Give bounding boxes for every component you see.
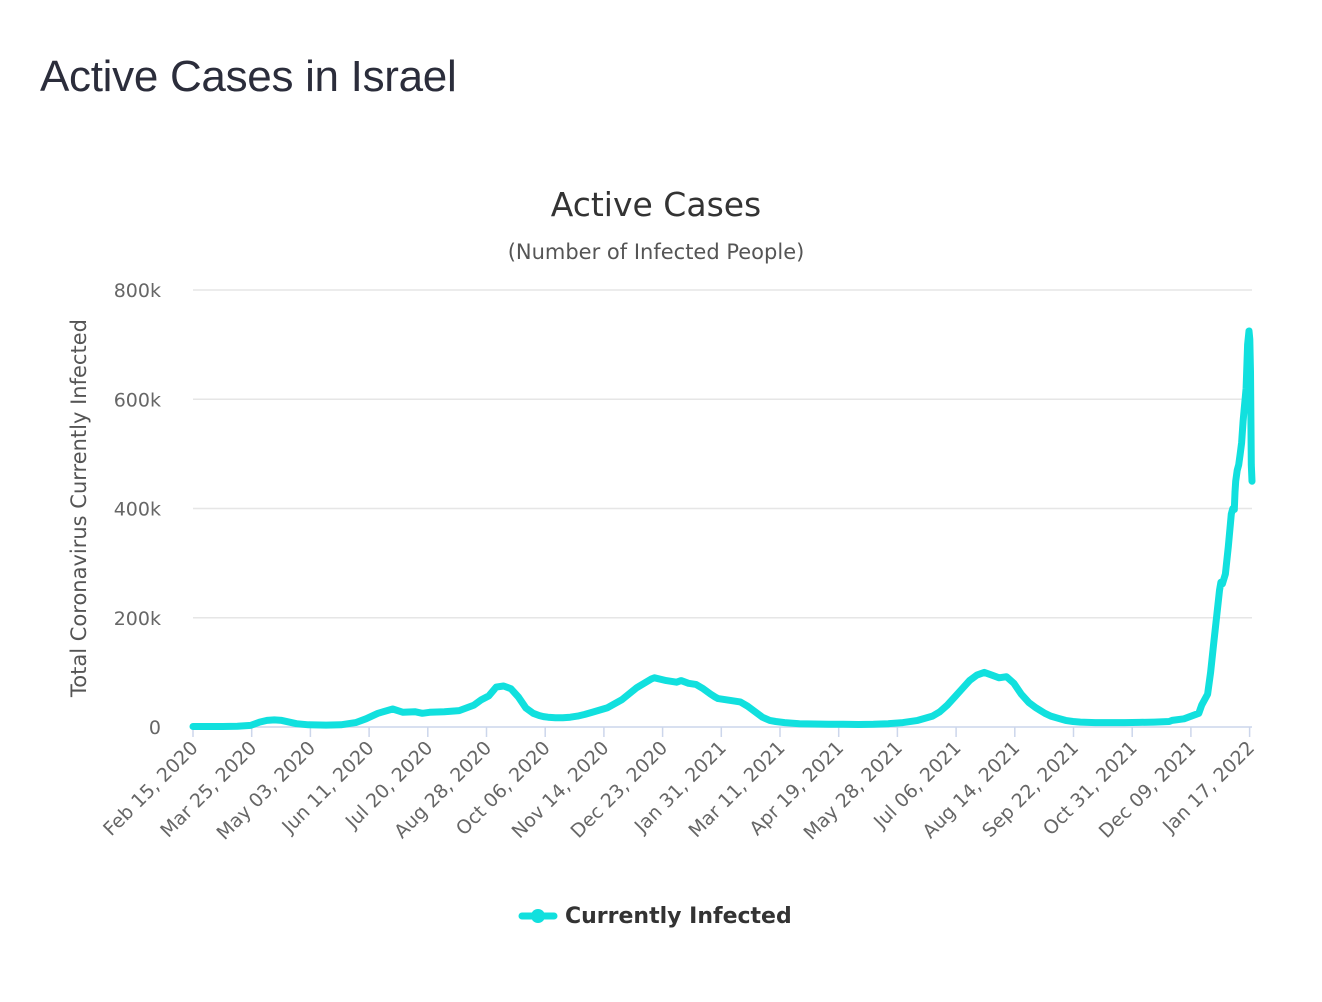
gridlines [193,289,1252,728]
y-tick-label: 400k [114,499,161,521]
chart-title: Active Cases [551,185,762,224]
legend[interactable]: Currently Infected [518,904,792,929]
y-tick-label: 600k [114,389,161,411]
series-layer [189,327,1256,730]
y-tick-label: 200k [114,608,161,630]
legend-label[interactable]: Currently Infected [565,904,792,929]
y-axis-title: Total Coronavirus Currently Infected [67,319,91,698]
chart-subtitle: (Number of Infected People) [508,240,805,264]
legend-circle-marker [531,909,545,923]
series-line-currently-infected[interactable] [189,327,1256,730]
y-tick-label: 0 [149,717,161,739]
page-heading: Active Cases in Israel [40,52,457,101]
y-axis-labels: 0 200k 400k 600k 800k [114,280,161,739]
y-tick-label: 800k [114,280,161,302]
